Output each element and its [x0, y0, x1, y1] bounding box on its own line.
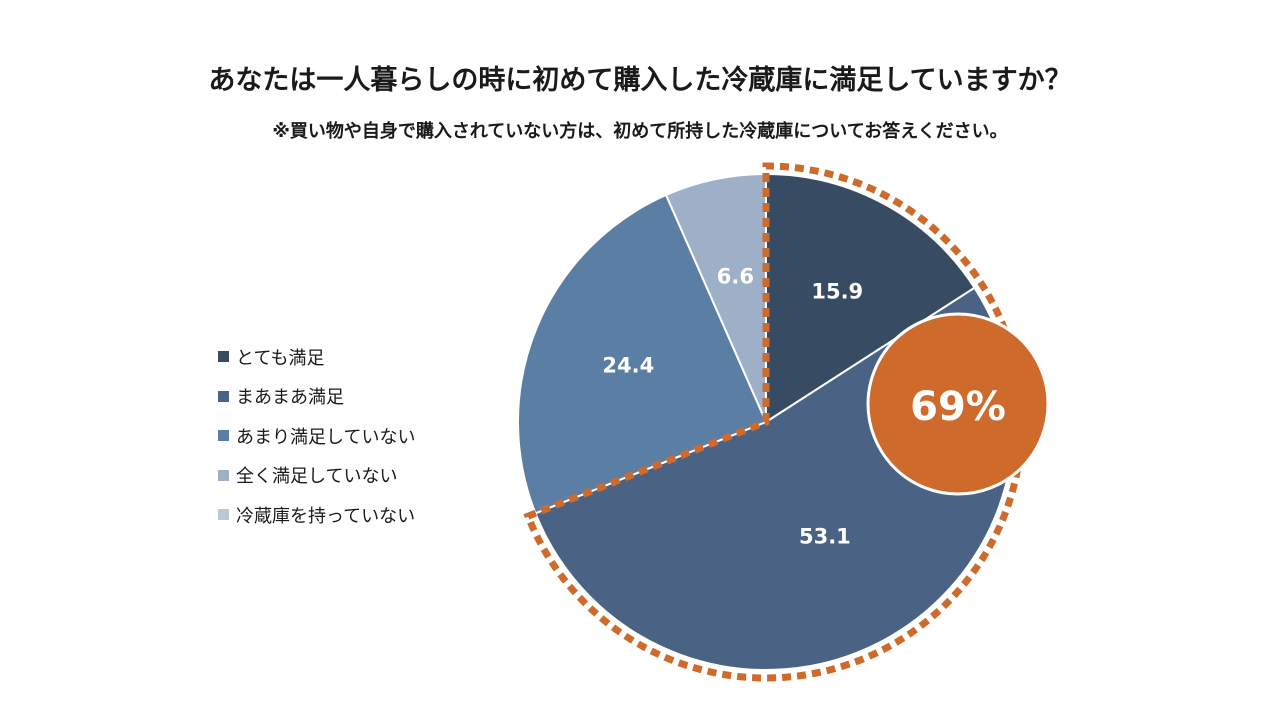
- pie-slice: [765, 172, 976, 424]
- slice-value-label: 15.9: [811, 279, 863, 303]
- chart-subtitle: ※買い物や自身で購入されていない方は、初めて所持した冷蔵庫についてお答えください…: [272, 121, 1008, 142]
- legend-item: あまり満足していない: [218, 422, 415, 449]
- legend-item: まあまあ満足: [218, 383, 415, 410]
- legend-swatch: [218, 390, 229, 402]
- highlight-outline: [523, 162, 1026, 682]
- legend-label: 冷蔵庫を持っていない: [236, 505, 416, 527]
- legend-label: 全く満足していない: [236, 466, 398, 487]
- highlight-circle: [866, 312, 1050, 496]
- legend-item: 冷蔵庫を持っていない: [218, 501, 415, 528]
- legend-swatch: [218, 509, 229, 520]
- legend-item: 全く満足していない: [218, 462, 415, 489]
- pie-slice: [517, 193, 768, 515]
- legend-swatch: [218, 469, 229, 481]
- highlight-group: 69%: [523, 162, 1050, 682]
- legend-swatch: [218, 351, 229, 362]
- chart-title: あなたは一人暮らしの時に初めて購入した冷蔵庫に満足していますか？: [208, 65, 1072, 96]
- legend-swatch: [218, 430, 229, 441]
- legend-item: とても満足: [218, 343, 415, 370]
- slice-labels: 15.9 53.1 24.4 6.6: [602, 264, 863, 548]
- legend-label: まあまあ満足: [236, 387, 344, 408]
- legend-label: あまり満足していない: [236, 426, 416, 448]
- pie-slices: [517, 172, 1015, 671]
- highlight-label: 69%: [910, 384, 1006, 430]
- slice-value-label: 6.6: [717, 264, 754, 288]
- slice-value-label: 53.1: [799, 525, 851, 549]
- legend-label: とても満足: [236, 347, 325, 369]
- slice-value-label: 24.4: [602, 353, 654, 377]
- legend: とても満足まあまあ満足あまり満足していない 全く満足していない 冷蔵庫を持っていない: [218, 343, 415, 541]
